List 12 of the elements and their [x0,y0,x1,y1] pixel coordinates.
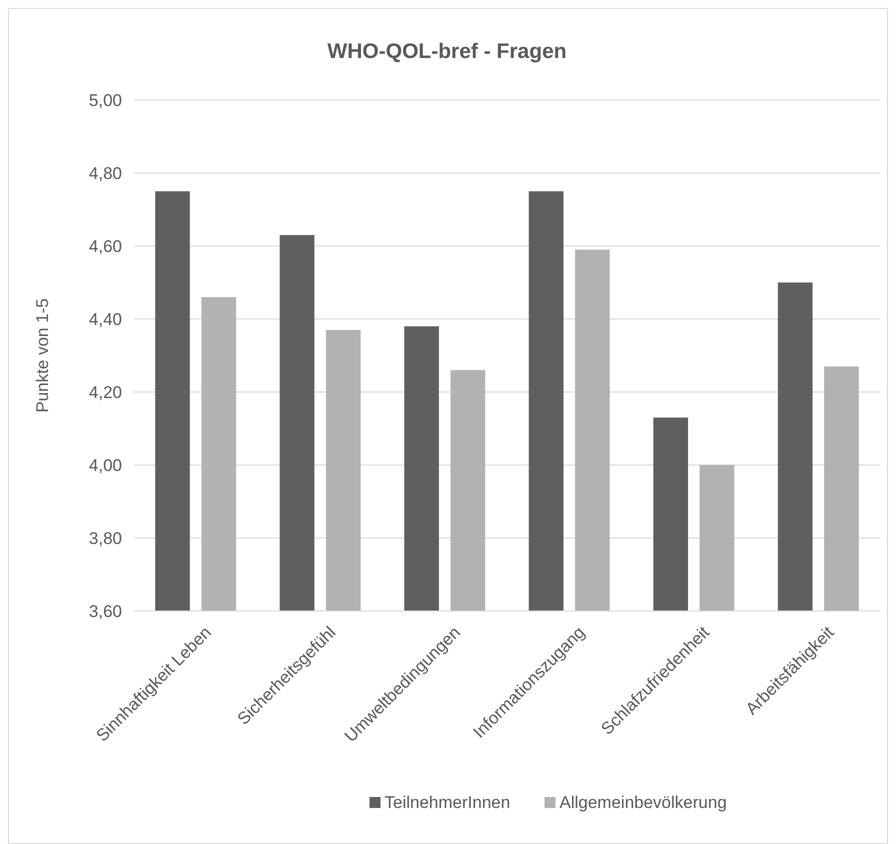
y-tick-label: 3,60 [88,602,122,621]
y-tick-label: 3,80 [88,528,122,548]
y-tick-label: 4,00 [88,456,122,475]
legend-label: Allgemeinbevölkerung [560,793,727,812]
y-tick-label: 5,00 [88,90,122,110]
legend-label: TeilnehmerInnen [384,793,510,812]
y-tick-label: 4,60 [88,236,122,256]
y-tick-label: 4,20 [88,382,122,402]
y-tick-label: 4,40 [88,310,122,329]
y-tick-label: 4,80 [88,164,122,183]
chart-title: WHO-QOL-bref - Fragen [327,40,567,63]
y-axis-title: Punkte von 1-5 [33,298,52,413]
